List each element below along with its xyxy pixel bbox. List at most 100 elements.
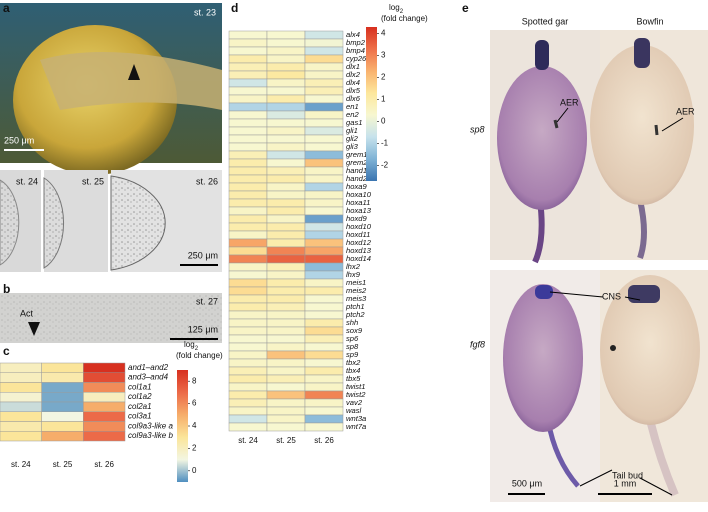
heatmap-cell: [228, 358, 268, 368]
heatmap-cell: [266, 422, 306, 432]
colorbar-tick-label: 2: [192, 444, 197, 453]
row-label: meis3: [346, 294, 367, 303]
row-label: and1–and2: [128, 363, 169, 372]
panel-letter: e: [462, 1, 469, 15]
heatmap-cell: [304, 414, 344, 424]
heatmap-cell: [304, 294, 344, 304]
heatmap-cell: [266, 54, 306, 64]
heatmap-cell: [266, 414, 306, 424]
heatmap-cell: [266, 30, 306, 40]
heatmap-cell: [228, 102, 268, 112]
heatmap-cell: [228, 118, 268, 128]
heatmap-cell: [304, 182, 344, 192]
heatmap-cell: [266, 126, 306, 136]
row-label: col9a3-like b: [128, 431, 173, 440]
photo-b: [0, 293, 222, 343]
heatmap-cell: [228, 254, 268, 264]
heatmap-cell: [228, 214, 268, 224]
heatmap-cell: [228, 54, 268, 64]
heatmap-cell: [83, 411, 126, 422]
heatmap-cell: [266, 94, 306, 104]
panel-letter: c: [3, 344, 10, 358]
stage-label: st. 27: [196, 296, 218, 306]
heatmap-cell: [0, 382, 42, 393]
heatmap-cell: [228, 62, 268, 72]
heatmap-cell: [0, 431, 42, 442]
heatmap-cell: [266, 174, 306, 184]
row-label: sp9: [346, 350, 359, 359]
column-label: st. 26: [94, 460, 114, 469]
heatmap-cell: [304, 334, 344, 344]
scale-bar-label: 500 μm: [512, 478, 542, 488]
row-label: wnt3a: [346, 414, 366, 423]
colorbar: [177, 370, 188, 482]
heatmap-cell: [228, 190, 268, 200]
heatmap-cell: [83, 372, 126, 383]
heatmap-cell: [228, 350, 268, 360]
heatmap-cell: [304, 174, 344, 184]
heatmap-cell: [304, 238, 344, 248]
heatmap-cell: [83, 392, 126, 403]
heatmap-cell: [228, 222, 268, 232]
heatmap-cell: [228, 166, 268, 176]
heatmap-cell: [228, 134, 268, 144]
heatmap-cell: [266, 150, 306, 160]
heatmap-cell: [228, 414, 268, 424]
heatmap-cell: [228, 110, 268, 120]
panel-letter: a: [3, 1, 10, 15]
row-label: sp6: [346, 334, 359, 343]
heatmap-cell: [304, 422, 344, 432]
panel-letter: d: [231, 1, 238, 15]
heatmap-cell: [228, 150, 268, 160]
row-label: sox9: [346, 326, 363, 335]
colorbar-tick-label: 0: [192, 466, 197, 475]
heatmap-cell: [304, 222, 344, 232]
scale-bar-label: 250 μm: [188, 250, 218, 260]
heatmap-cell: [266, 38, 306, 48]
heatmap-cell: [304, 150, 344, 160]
colorbar-label: (fold change): [381, 14, 428, 23]
heatmap-cell: [228, 142, 268, 152]
heatmap-cell: [228, 158, 268, 168]
heatmap-cell: [266, 206, 306, 216]
heatmap-cell: [304, 390, 344, 400]
heatmap-cell: [41, 401, 84, 412]
panel-letter: b: [3, 282, 10, 296]
heatmap-cell: [304, 270, 344, 280]
heatmap-cell: [83, 362, 126, 373]
heatmap-cell: [304, 102, 344, 112]
photos-e: [490, 30, 708, 502]
heatmap-cell: [304, 46, 344, 56]
heatmap-cell: [41, 372, 84, 383]
colorbar-label-sub: 2: [400, 9, 404, 15]
heatmap-cell: [304, 118, 344, 128]
column-label: st. 25: [53, 460, 73, 469]
colorbar-label-base: log: [184, 340, 195, 349]
heatmap-cell: [228, 286, 268, 296]
heatmap-cell: [228, 310, 268, 320]
heatmap-cell: [228, 390, 268, 400]
row-label: hand2: [346, 174, 368, 183]
heatmap-cell: [228, 246, 268, 256]
row-label: dlx2: [346, 70, 361, 79]
gene-label: fgf8: [470, 339, 485, 349]
colorbar-label: log2: [389, 3, 404, 14]
row-label: hoxa11: [346, 198, 370, 207]
photo-a-stages: [0, 170, 222, 272]
column-label: Spotted gar: [522, 16, 569, 26]
heatmap-cell: [228, 382, 268, 392]
column-label: Bowfin: [636, 16, 663, 26]
heatmap-cell: [0, 421, 42, 432]
row-label: and3–and4: [128, 373, 169, 382]
heatmap-cell: [83, 431, 126, 442]
heatmap-cell: [266, 86, 306, 96]
row-label: col3a1: [128, 412, 152, 421]
heatmap-cell: [228, 174, 268, 184]
row-label: lhx9: [346, 270, 361, 279]
row-label: hoxd12: [346, 238, 372, 247]
heatmap-cell: [266, 142, 306, 152]
row-label: gli1: [346, 126, 358, 135]
colorbar-tick-label: 2: [381, 73, 386, 82]
row-label: tbx5: [346, 374, 361, 383]
heatmap-cell: [266, 318, 306, 328]
